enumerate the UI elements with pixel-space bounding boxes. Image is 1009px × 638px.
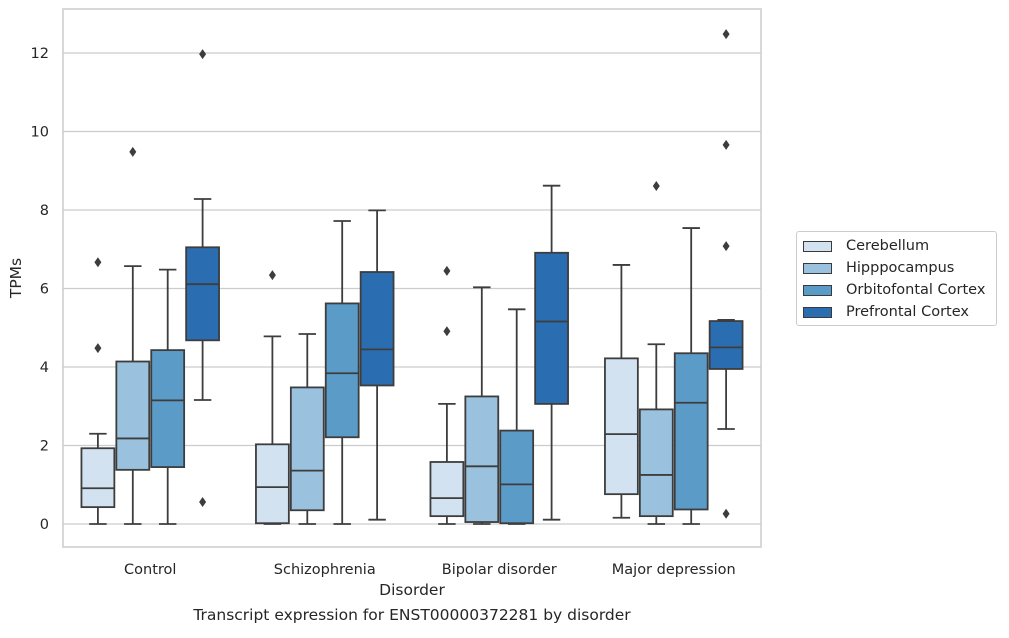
plot-frame <box>62 8 762 548</box>
y-tick-label: 4 <box>40 360 49 376</box>
outlier-point <box>199 49 207 60</box>
legend-item-prefrontal: Prefrontal Cortex <box>803 302 969 322</box>
box-iqr <box>673 352 709 511</box>
chart-caption: Transcript expression for ENST0000037228… <box>193 606 631 624</box>
box-iqr <box>324 302 360 439</box>
legend: Cerebellum Hipppocampus Orbitofontal Cor… <box>796 231 997 326</box>
x-tick-label: Control <box>124 562 176 578</box>
outlier-point <box>722 508 730 519</box>
outlier-point <box>722 139 730 150</box>
box-iqr <box>534 251 569 405</box>
box-iqr <box>80 447 116 509</box>
outlier-point <box>722 241 730 252</box>
outlier-point <box>443 265 451 276</box>
box-iqr <box>255 443 290 525</box>
legend-item-orbitofrontal: Orbitofontal Cortex <box>803 280 985 300</box>
y-axis-label: TPMs <box>7 258 25 299</box>
legend-label-prefrontal: Prefrontal Cortex <box>846 304 969 320</box>
outlier-point <box>268 270 276 281</box>
box-iqr <box>185 246 220 342</box>
x-tick-label: Bipolar disorder <box>442 562 557 578</box>
x-tick-label: Major depression <box>612 562 736 578</box>
outlier-point <box>443 326 451 337</box>
legend-swatch-orbitofrontal <box>803 284 832 296</box>
y-tick-label: 6 <box>40 282 49 298</box>
box-iqr <box>150 349 186 468</box>
legend-swatch-prefrontal <box>803 306 832 318</box>
outlier-point <box>129 146 137 157</box>
y-tick-label: 0 <box>40 517 49 533</box>
box-iqr <box>359 271 395 387</box>
legend-swatch-hippocampus <box>803 262 832 274</box>
y-tick-label: 2 <box>40 439 49 455</box>
box-iqr <box>429 461 465 518</box>
legend-label-hippocampus: Hipppocampus <box>846 260 955 276</box>
legend-label-cerebellum: Cerebellum <box>846 238 930 254</box>
box-iqr <box>604 357 639 496</box>
outlier-point <box>722 29 730 40</box>
box-iqr <box>115 360 151 471</box>
box-iqr <box>499 429 535 525</box>
y-tick-label: 12 <box>31 46 49 62</box>
outlier-point <box>199 497 207 508</box>
box-iqr <box>289 386 325 512</box>
outlier-point <box>94 343 102 354</box>
box-iqr <box>638 408 674 518</box>
legend-swatch-cerebellum <box>803 240 832 252</box>
outlier-point <box>652 181 660 192</box>
legend-item-cerebellum: Cerebellum <box>803 236 929 256</box>
legend-label-orbitofrontal: Orbitofontal Cortex <box>846 282 986 298</box>
outlier-point <box>94 257 102 268</box>
x-tick-label: Schizophrenia <box>274 562 376 578</box>
box-iqr <box>464 395 500 523</box>
box-iqr <box>708 320 744 370</box>
legend-item-hippocampus: Hipppocampus <box>803 258 954 278</box>
y-tick-label: 10 <box>31 125 49 141</box>
y-tick-label: 8 <box>40 203 49 219</box>
x-axis-label: Disorder <box>379 581 445 599</box>
